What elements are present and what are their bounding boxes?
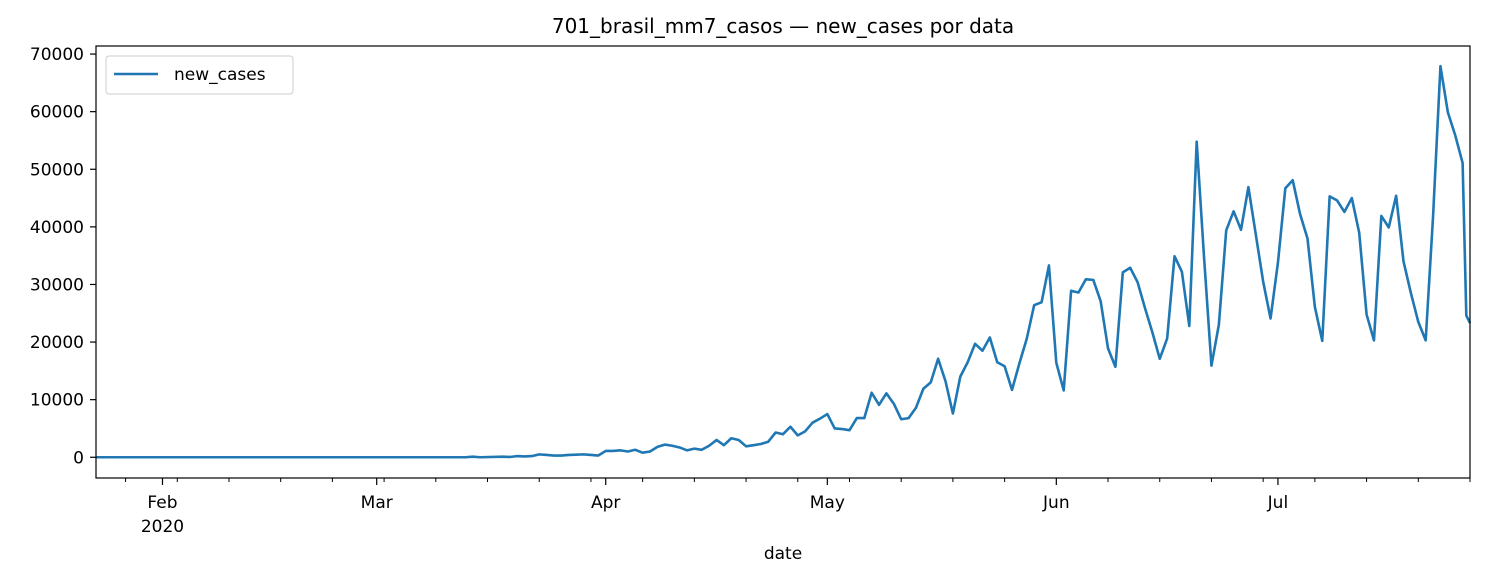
x-axis: Feb 2020 Mar Apr May Jun Jul bbox=[125, 478, 1471, 537]
y-tick-label: 50000 bbox=[30, 160, 84, 180]
y-tick-label: 0 bbox=[73, 448, 84, 468]
x-tick-label: Jun bbox=[1042, 493, 1070, 513]
x-axis-label: date bbox=[764, 544, 802, 564]
x-tick-label: Mar bbox=[361, 493, 393, 513]
plot-frame bbox=[95, 45, 1471, 479]
x-tick-label: Jul bbox=[1267, 493, 1289, 513]
x-tick-label: Apr bbox=[591, 493, 620, 513]
y-tick-label: 60000 bbox=[30, 103, 84, 123]
y-tick-label: 30000 bbox=[30, 275, 84, 295]
y-tick-label: 20000 bbox=[30, 333, 84, 353]
chart-title: 701_brasil_mm7_casos — new_cases por dat… bbox=[552, 14, 1014, 38]
legend-label-new-cases: new_cases bbox=[174, 65, 266, 85]
legend-box bbox=[105, 55, 294, 95]
y-tick-label: 40000 bbox=[30, 218, 84, 238]
y-tick-label: 70000 bbox=[30, 45, 84, 65]
y-tick-label: 10000 bbox=[30, 391, 84, 411]
x-tick-label: Feb bbox=[147, 493, 177, 513]
legend: new_cases bbox=[105, 55, 294, 95]
x-tick-label: May bbox=[810, 493, 845, 513]
series-line-new-cases bbox=[96, 64, 1472, 459]
x-tick-sublabel: 2020 bbox=[141, 517, 184, 537]
y-axis: 0 10000 20000 30000 40000 50000 60000 70000 bbox=[30, 45, 96, 468]
